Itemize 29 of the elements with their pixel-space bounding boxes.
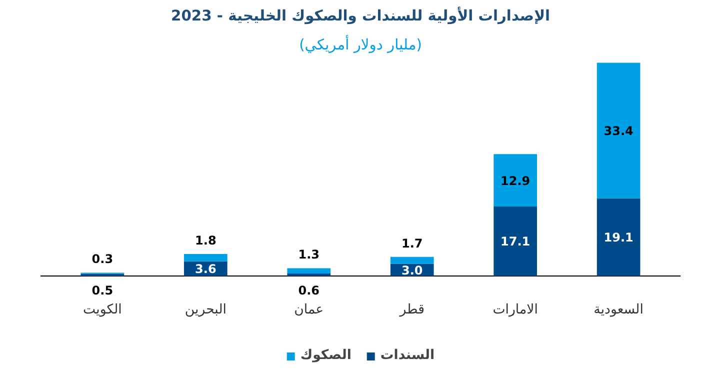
bar <box>596 198 640 276</box>
x-tick-label: الكويت <box>83 302 122 318</box>
data-label: 0.3 <box>92 252 114 266</box>
data-label: 3.0 <box>401 263 423 278</box>
data-label: 3.6 <box>195 262 216 276</box>
data-label: 17.1 <box>500 234 530 249</box>
x-tick-label: البحرين <box>184 302 226 318</box>
data-label: 19.1 <box>604 230 634 245</box>
bar <box>596 62 640 198</box>
data-label: 1.8 <box>195 234 216 248</box>
bar <box>184 254 228 262</box>
x-tick-label: الامارات <box>492 302 538 318</box>
x-tick-label: السعودية <box>594 302 644 318</box>
data-label: 0.6 <box>298 283 320 298</box>
data-label: 0.5 <box>92 283 114 298</box>
chart-title: الإصدارات الأولية للسندات والصكوك الخليجية - 2023 <box>171 6 550 24</box>
bar <box>494 206 538 276</box>
data-label: 33.4 <box>604 124 634 138</box>
x-tick-label: قطر <box>398 302 424 318</box>
bar <box>390 256 434 264</box>
x-tick-label: عمان <box>294 302 324 318</box>
data-label: 12.9 <box>500 174 530 188</box>
data-label: 1.7 <box>401 236 423 250</box>
legend-label: السندات <box>380 348 435 363</box>
bar <box>287 268 331 274</box>
chart-subtitle: (مليار دولار أمريكي) <box>299 34 422 54</box>
bar <box>494 154 538 207</box>
data-label: 1.3 <box>298 248 320 262</box>
legend-label: الصكوك <box>300 348 352 363</box>
